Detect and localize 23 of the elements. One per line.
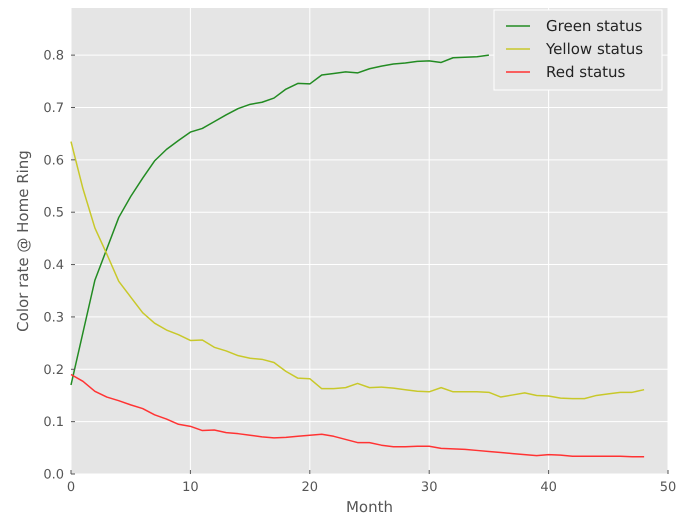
y-tick-label: 0.6 — [43, 153, 64, 168]
x-tick-label: 50 — [660, 480, 676, 495]
y-tick-label: 0.5 — [43, 206, 64, 221]
legend-label: Red status — [546, 63, 626, 81]
x-tick-label: 20 — [302, 480, 318, 495]
x-tick-label: 10 — [182, 480, 199, 495]
y-tick-label: 0.4 — [43, 258, 64, 274]
y-tick-label: 0.3 — [43, 310, 64, 326]
y-axis-title: Color rate @ Home Ring — [14, 150, 32, 332]
y-tick-label: 0.2 — [43, 362, 64, 378]
line-series — [70, 374, 645, 458]
line-series — [70, 140, 645, 400]
x-tick-label: 40 — [540, 480, 557, 495]
y-tick-label: 0.8 — [43, 48, 64, 64]
y-tick-label: 0.7 — [43, 100, 64, 116]
line-series — [70, 54, 490, 386]
x-axis-title: Month — [346, 498, 394, 516]
legend-label: Green status — [546, 17, 642, 35]
x-tick-label: 30 — [420, 480, 438, 495]
x-tick-label: 0 — [66, 480, 76, 495]
legend-label: Yellow status — [545, 40, 644, 58]
y-tick-label: 0.0 — [43, 468, 64, 482]
y-tick-label: 0.1 — [43, 415, 64, 430]
